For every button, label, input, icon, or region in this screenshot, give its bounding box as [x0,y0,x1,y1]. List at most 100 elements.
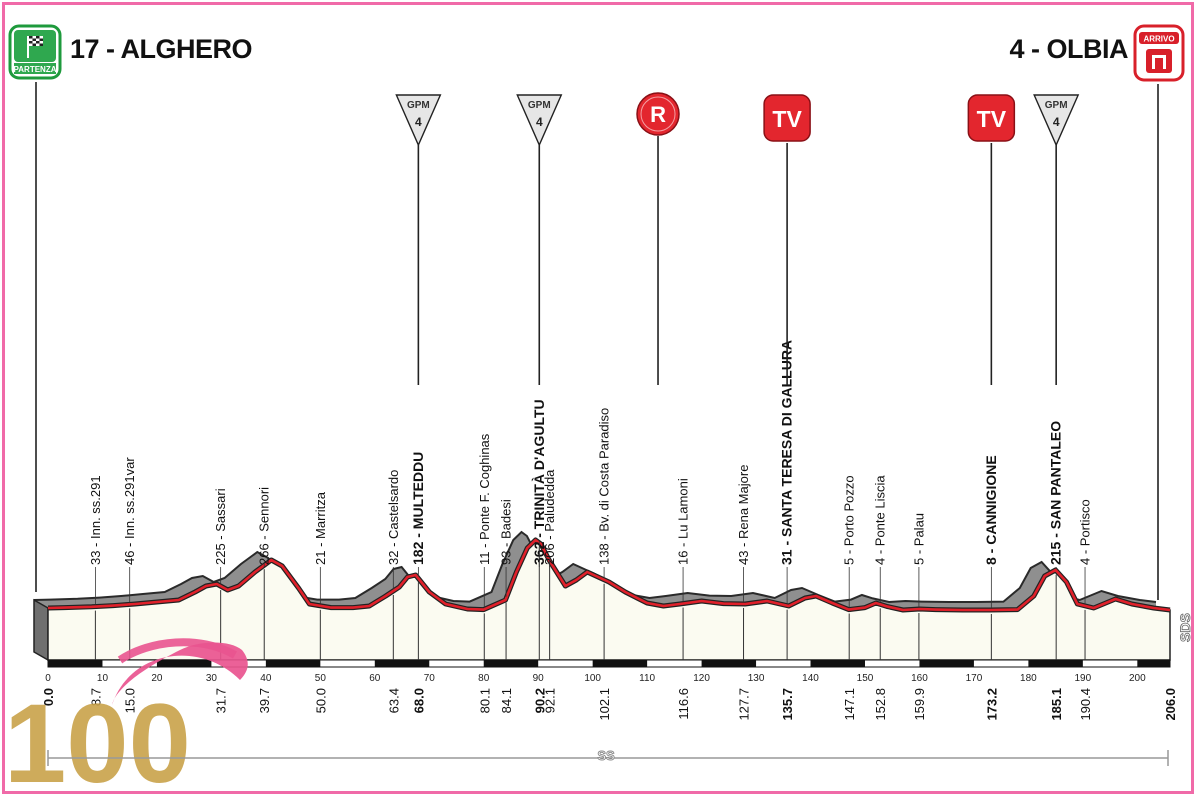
side-label: SDS [1177,613,1193,642]
km-tick-label: 0 [45,673,51,684]
point-km-label: 0.0 [41,688,56,706]
km-scale-segment [156,660,212,667]
point-label: 93 - Badesi [499,499,514,565]
km-tick-label: 120 [693,673,710,684]
km-tick-label: 100 [584,673,601,684]
start-badge-label: PARTENZA [14,65,57,74]
point-km-label: 68.0 [411,688,426,713]
tv-live-icon [967,94,1016,142]
point-label: 32 - Castelsardo [386,470,401,565]
finish-badge: ARRIVO [1133,24,1185,82]
tv-label: TV [772,106,802,132]
km-scale-segment [374,660,430,667]
point-label: 225 - Sassari [213,488,228,565]
km-scale-segment [265,660,321,667]
finish-badge-label: ARRIVO [1143,35,1174,44]
km-tick-label: 80 [478,673,490,684]
km-scale-segment [483,660,539,667]
finish-town-title: 4 - OLBIA [1009,34,1128,64]
point-km-label: 135.7 [780,688,795,721]
point-km-label: 206.0 [1163,688,1178,721]
route-markers: GPM 4 GPM 4 R TV TV GPM 4 [35,82,1159,600]
refreshment-label: R [650,102,666,127]
finish-gate-icon [1146,49,1172,73]
point-label: 16 - Lu Lamoni [676,478,691,565]
km-scale-segment [1137,660,1170,667]
route-points: 0.0 33 - Inn. ss.291 8.7 46 - Inn. ss.291va… [41,340,1178,721]
point-km-label: 185.1 [1049,688,1064,721]
giro-100-logo: 10 0 [4,638,248,800]
logo-arc [117,638,237,664]
refreshment-ring [640,96,676,132]
km-tick-label: 140 [802,673,819,684]
km-tick-label: 10 [97,673,109,684]
distance-dimension: SS [47,748,1169,766]
point-label: 43 - Rena Majore [736,465,751,565]
point-km-label: 102.1 [597,688,612,721]
point-label: 266 - Sennori [257,487,272,565]
tv-label: TV [977,106,1007,132]
point-label: 8 - CANNIGIONE [983,455,999,565]
point-label: 206 - Paludedda [542,469,557,565]
point-km-label: 190.4 [1078,688,1093,721]
point-km-label: 50.0 [313,688,328,713]
point-km-label: 63.4 [386,688,401,713]
point-label: 21 - Marritza [313,491,328,565]
km-tick-label: 70 [424,673,436,684]
point-label: 11 - Ponte F. Coghinas [477,433,492,565]
start-town-title: 17 - ALGHERO [70,34,253,64]
km-tick-label: 30 [206,673,218,684]
profile-side-wall [33,598,49,662]
km-tick-label: 20 [151,673,163,684]
km-tick-label: 90 [533,673,545,684]
km-scale-segment [48,660,103,667]
finish-badge-band [1139,32,1179,44]
gpm-category: 4 [415,115,422,129]
road-line [47,538,1171,612]
point-km-label: 147.1 [842,688,857,721]
km-tick-label: 130 [748,673,765,684]
km-tick-label: 150 [857,673,874,684]
km-scale-segment [919,660,974,667]
km-tick-label: 170 [966,673,983,684]
gpm-triangle-icon [395,94,442,147]
point-label: 182 - MULTEDDU [410,452,426,565]
profile-base [33,530,1171,662]
refreshment-zone-icon [636,92,680,136]
km-scale-segment [1028,660,1083,667]
km-tick-label: 110 [639,673,655,684]
point-label: 4 - Portisco [1078,499,1093,565]
point-km-label: 116.6 [676,688,691,720]
km-tick-label: 50 [315,673,327,684]
km-scale-segment [592,660,648,667]
km-scale-segment [810,660,865,667]
point-label: 4 - Ponte Liscia [873,475,888,565]
point-km-label: 8.7 [88,688,103,706]
point-km-label: 90.2 [532,688,547,713]
gpm-category: 4 [536,115,543,129]
gpm-label: GPM [407,100,430,111]
km-scale-segment [701,660,757,667]
logo-text: 100 [4,681,191,800]
point-km-label: 39.7 [257,688,272,713]
km-tick-label: 200 [1129,673,1146,684]
gpm-label: GPM [528,100,551,111]
km-tick-label: 60 [369,673,381,684]
point-km-label: 15.0 [123,688,138,713]
km-tick-label: 40 [260,673,272,684]
gpm-category: 4 [1053,115,1060,129]
point-label: 138 - Bv. di Costa Paradiso [597,408,612,565]
point-km-label: 173.2 [984,688,999,721]
point-km-label: 80.1 [477,688,492,713]
checkered-flag-icon [27,36,43,58]
point-km-label: 159.9 [912,688,927,721]
km-tick-label: 180 [1020,673,1037,684]
km-tick-label: 160 [911,673,928,684]
logo-swirl [112,642,248,705]
point-km-label: 152.8 [873,688,888,721]
km-axis: 0 10 20 30 40 50 60 70 80 90 100 110 120 130 140 150 160… [45,659,1171,684]
start-badge: PARTENZA [8,24,62,80]
point-label: 215 - SAN PANTALEO [1048,421,1064,565]
tv-live-icon [763,94,811,142]
